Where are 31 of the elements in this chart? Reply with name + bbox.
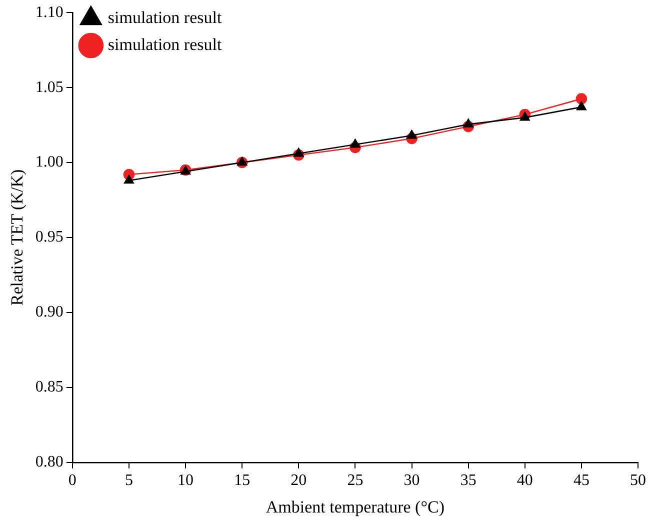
x-tick-label: 5 bbox=[124, 472, 133, 490]
x-tick-label: 40 bbox=[516, 472, 533, 490]
point bbox=[237, 156, 248, 166]
x-tick-label: 30 bbox=[404, 472, 420, 490]
x-tick-label: 15 bbox=[234, 472, 250, 490]
x-tick-label: 20 bbox=[290, 472, 307, 490]
x-tick-label: 50 bbox=[630, 472, 646, 490]
point bbox=[350, 138, 360, 148]
point bbox=[576, 93, 588, 104]
x-tick-label: 10 bbox=[178, 472, 194, 490]
x-tick-label: 35 bbox=[460, 472, 476, 490]
y-tick-label: 0.95 bbox=[35, 228, 64, 246]
y-tick-label: 1.00 bbox=[35, 154, 64, 171]
legend-label: simulation result bbox=[108, 8, 222, 27]
y-tick-label: 0.85 bbox=[35, 378, 64, 396]
point bbox=[124, 174, 134, 184]
x-tick-label: 45 bbox=[573, 472, 590, 490]
point bbox=[406, 130, 417, 139]
y-tick-label: 0.90 bbox=[35, 304, 64, 321]
y-axis-title: Relative TET (K/K) bbox=[8, 169, 27, 306]
x-tick-label: 25 bbox=[347, 472, 364, 490]
legend-label: simulation result bbox=[108, 34, 222, 54]
point bbox=[294, 148, 304, 157]
y-tick-label: 0.80 bbox=[35, 454, 64, 471]
point bbox=[463, 118, 474, 128]
x-axis-title: Ambient temperature (°C) bbox=[266, 497, 445, 516]
x-tick-label: 0 bbox=[68, 472, 76, 490]
point bbox=[520, 112, 530, 121]
point bbox=[576, 101, 586, 110]
y-tick-label: 1.10 bbox=[35, 4, 64, 21]
y-tick-label: 1.05 bbox=[35, 78, 64, 96]
